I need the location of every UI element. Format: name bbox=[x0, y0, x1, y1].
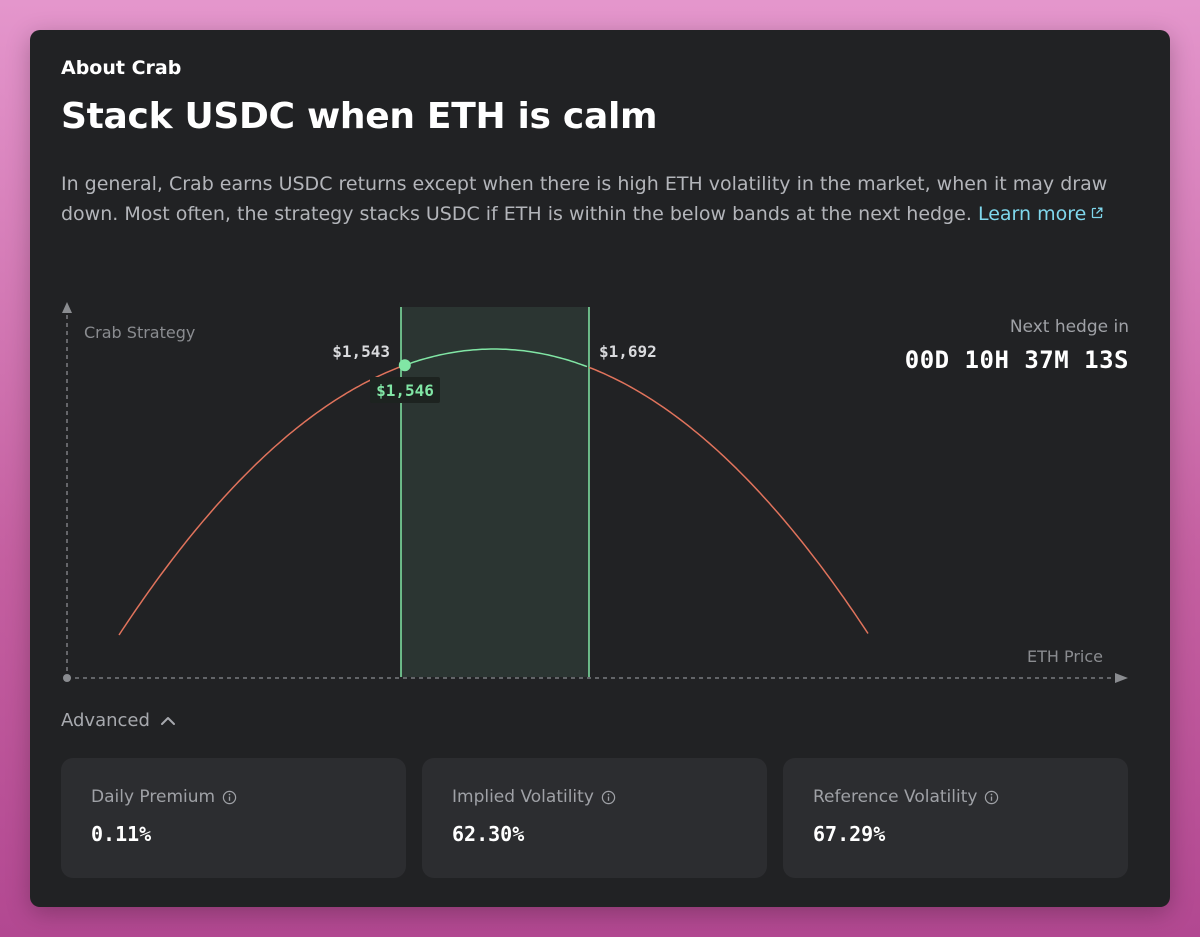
stat-label-text: Reference Volatility bbox=[813, 787, 978, 807]
stat-label: Implied Volatility bbox=[452, 787, 616, 807]
stat-label: Reference Volatility bbox=[813, 787, 999, 807]
about-crab-card: About Crab Stack USDC when ETH is calm I… bbox=[30, 30, 1170, 907]
stat-value: 67.29% bbox=[813, 822, 886, 846]
stat-label-text: Daily Premium bbox=[91, 787, 216, 807]
band-lower-label: $1,543 bbox=[332, 342, 390, 361]
stat-label: Daily Premium bbox=[91, 787, 237, 807]
advanced-toggle[interactable]: Advanced bbox=[61, 710, 176, 731]
section-title: About Crab bbox=[61, 57, 182, 79]
x-axis-arrow bbox=[1115, 673, 1128, 683]
chevron-up-icon bbox=[160, 716, 175, 725]
info-icon[interactable] bbox=[222, 790, 237, 805]
description-text: In general, Crab earns USDC returns exce… bbox=[61, 173, 1108, 225]
next-hedge-countdown: 00D 10H 37M 13S bbox=[904, 346, 1129, 374]
learn-more-link[interactable]: Learn more bbox=[978, 203, 1103, 225]
y-axis-arrow bbox=[62, 302, 72, 313]
hedge-band bbox=[401, 307, 589, 677]
axis-origin bbox=[63, 674, 71, 682]
advanced-label: Advanced bbox=[61, 710, 150, 731]
learn-more-label: Learn more bbox=[977, 202, 1087, 225]
strategy-curve-in-band bbox=[400, 348, 588, 368]
stat-label-text: Implied Volatility bbox=[452, 787, 594, 807]
band-upper-label: $1,692 bbox=[599, 342, 657, 361]
info-icon[interactable] bbox=[984, 790, 999, 805]
stat-card-implied-volatility: Implied Volatility 62.30% bbox=[422, 758, 767, 878]
stat-card-daily-premium: Daily Premium 0.11% bbox=[61, 758, 406, 878]
info-icon[interactable] bbox=[601, 790, 616, 805]
strategy-curve-left bbox=[118, 365, 402, 636]
stat-value: 62.30% bbox=[452, 822, 525, 846]
current-price-label-bg bbox=[370, 377, 440, 403]
strategy-curve-right bbox=[588, 366, 869, 634]
x-axis-label: ETH Price bbox=[1027, 647, 1103, 666]
external-link-icon bbox=[1092, 207, 1103, 218]
current-price-marker[interactable] bbox=[398, 359, 411, 372]
headline: Stack USDC when ETH is calm bbox=[61, 96, 658, 137]
y-axis-label: Crab Strategy bbox=[84, 323, 195, 342]
next-hedge-label: Next hedge in bbox=[1009, 317, 1129, 337]
current-price-label: $1,546 bbox=[376, 381, 434, 400]
crab-strategy-chart: Crab Strategy ETH Price $1,543 $1,692 $1… bbox=[62, 302, 1128, 683]
description: In general, Crab earns USDC returns exce… bbox=[61, 170, 1121, 229]
stat-value: 0.11% bbox=[91, 822, 152, 846]
stat-card-reference-volatility: Reference Volatility 67.29% bbox=[783, 758, 1128, 878]
